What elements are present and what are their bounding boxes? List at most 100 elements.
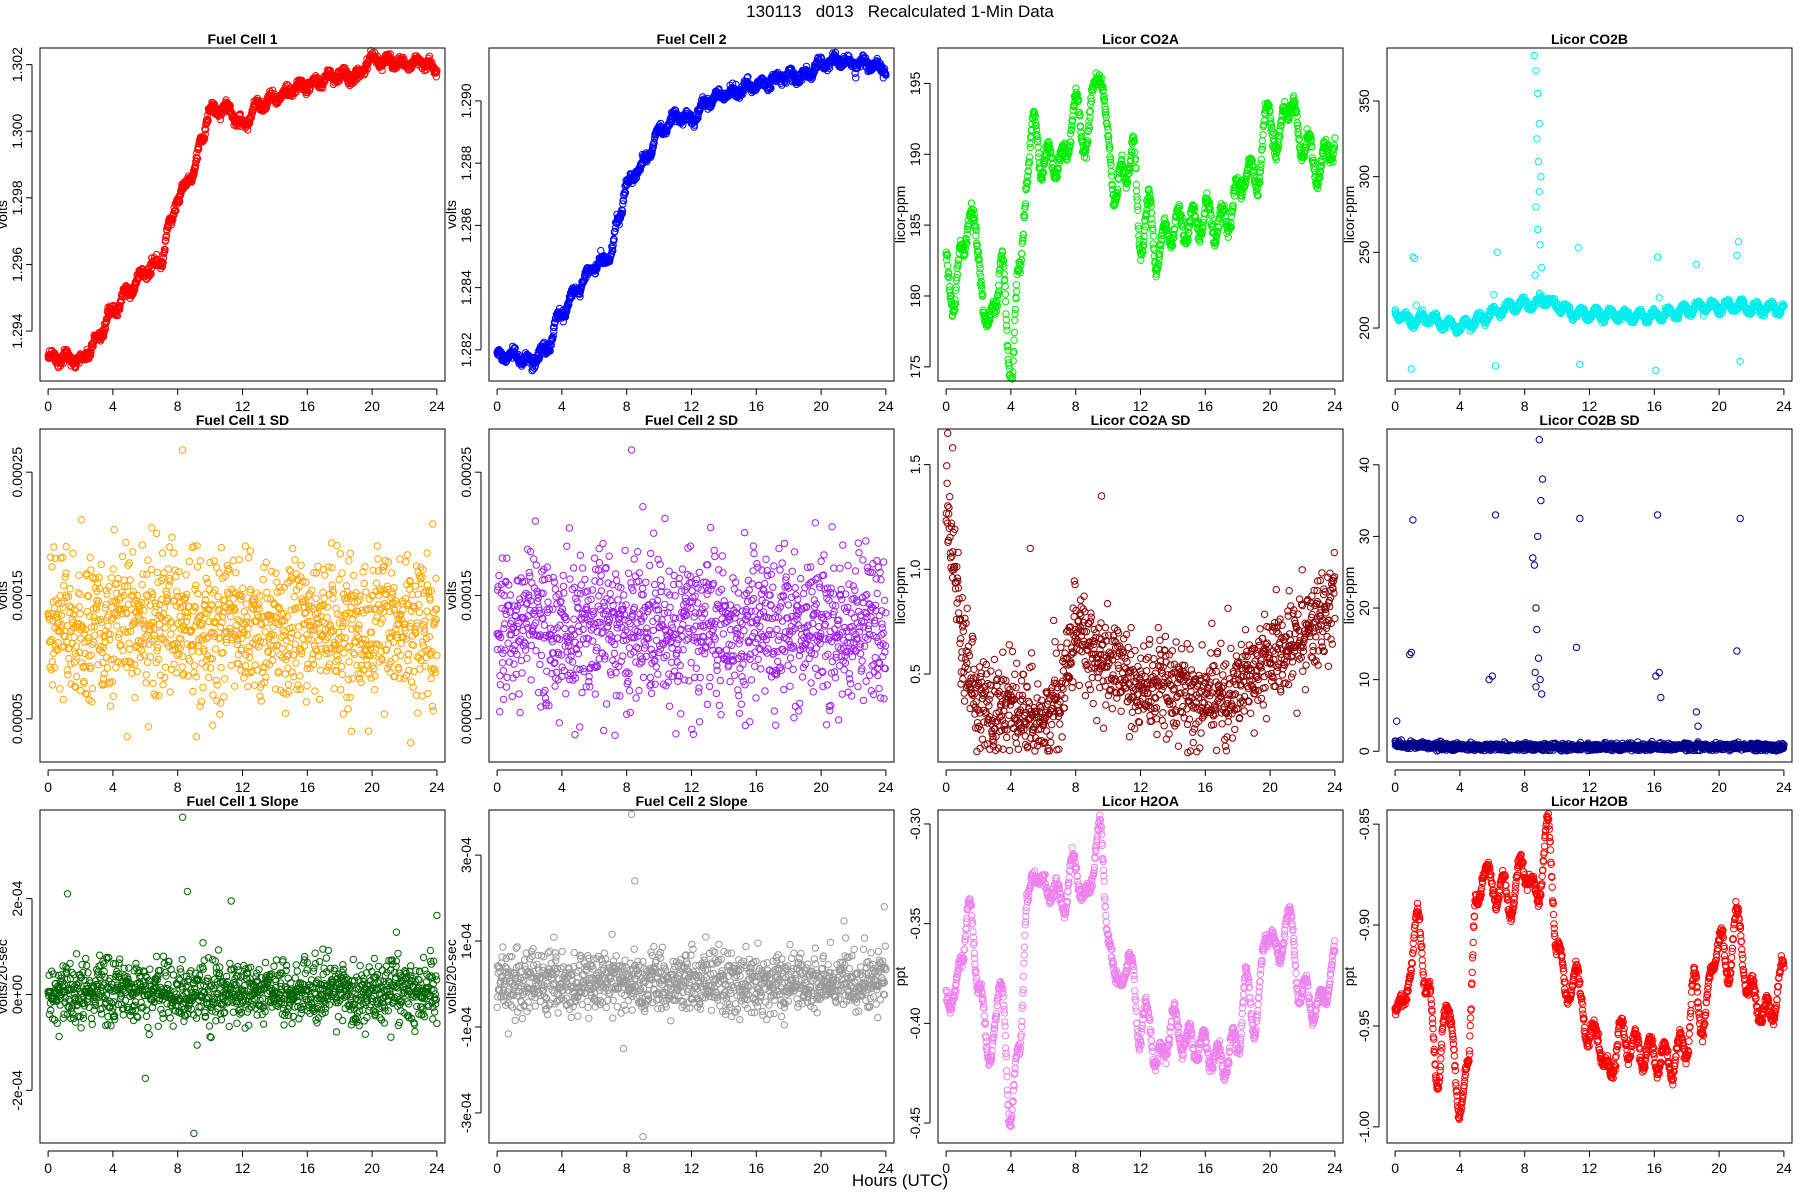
data-point (976, 264, 984, 273)
x-tick-label: 0 (44, 398, 52, 414)
y-tick-label: 1.300 (9, 114, 25, 149)
data-point (170, 211, 178, 219)
data-point (48, 681, 57, 689)
y-axis-label: volts (0, 200, 10, 229)
outlier-point (1734, 238, 1743, 246)
x-tick-label: 4 (558, 398, 566, 414)
y-axis-label: licor-ppm (892, 186, 908, 244)
data-point (201, 130, 209, 139)
x-tick-label: 20 (813, 398, 829, 414)
y-tick-label: 175 (907, 355, 923, 379)
outlier-point (1534, 89, 1542, 98)
x-tick-label: 20 (1262, 398, 1278, 414)
data-point (1132, 187, 1141, 195)
data-point (363, 65, 371, 73)
data-point (1003, 326, 1011, 334)
data-point (565, 301, 573, 309)
data-point (535, 354, 544, 362)
outlier-point (1409, 253, 1417, 261)
outlier-point (1491, 362, 1500, 370)
data-point (1011, 305, 1020, 314)
data-point (1118, 151, 1126, 159)
y-tick-label: 180 (907, 284, 923, 308)
data-point (1035, 149, 1043, 158)
x-tick-label: 20 (364, 398, 380, 414)
y-tick-label: 1.282 (458, 332, 474, 367)
y-tick-label: 1.288 (458, 145, 474, 180)
x-tick-label: 24 (878, 398, 894, 414)
plot-frame (488, 47, 895, 382)
data-point (158, 262, 167, 271)
y-tick-label: 1.286 (458, 208, 474, 243)
data-point (425, 52, 434, 60)
y-tick-label: 200 (1356, 316, 1372, 340)
data-point (146, 271, 154, 280)
outlier-point (1535, 120, 1544, 128)
data-point (386, 54, 395, 62)
data-point (967, 199, 976, 207)
data-point (200, 135, 209, 143)
y-tick-label: 195 (907, 72, 923, 96)
data-point (247, 114, 255, 122)
data-points (942, 69, 1339, 383)
y-tick-label: 300 (1356, 165, 1372, 189)
data-point (147, 270, 155, 278)
data-point (268, 86, 277, 95)
outlier-point (1530, 51, 1539, 60)
data-point (190, 168, 198, 176)
x-tick-label: 16 (300, 398, 316, 414)
data-point (1026, 143, 1035, 152)
outlier-point (1532, 67, 1540, 75)
chart-panel-1: Fuel Cell 10 4 8 12 16 20 241.2941.2961.2981.3… (0, 31, 446, 414)
data-point (203, 118, 211, 126)
data-point (511, 344, 519, 352)
x-tick-label: 16 (1647, 398, 1663, 414)
data-point (204, 116, 212, 125)
x-tick-label: 4 (1456, 398, 1464, 414)
x-axis: 0 4 8 12 16 20 24 (1391, 388, 1792, 414)
data-point (1010, 336, 1018, 344)
x-axis: 0 4 8 12 16 20 24 (493, 388, 894, 414)
x-tick-label: 8 (174, 398, 182, 414)
data-point (244, 126, 252, 134)
data-point (1012, 281, 1021, 289)
y-tick-label: 1.284 (458, 270, 474, 305)
x-axis: 0 4 8 12 16 20 24 (44, 388, 445, 414)
outlier-point (1538, 263, 1546, 272)
outlier-point (1535, 188, 1544, 196)
outlier-point (1733, 251, 1741, 260)
panel-title: Licor CO2B (1551, 31, 1628, 47)
y-tick-label: 1.296 (9, 247, 25, 282)
plot-frame (937, 47, 1344, 382)
data-point (159, 258, 167, 266)
data-point (1258, 136, 1267, 145)
data-point (1331, 134, 1339, 142)
data-point (1002, 297, 1010, 306)
x-axis: 0 4 8 12 16 20 24 (942, 388, 1343, 414)
data-points (44, 47, 441, 372)
data-point (550, 323, 558, 332)
data-point (430, 64, 439, 73)
data-point (192, 153, 200, 162)
x-tick-label: 16 (1198, 398, 1214, 414)
data-point (1082, 154, 1091, 162)
chart-panel-2: Fuel Cell 20 4 8 12 16 20 241.2821.2841.2861.2… (443, 31, 895, 414)
y-tick-label: 1.302 (9, 47, 25, 82)
data-point (131, 283, 139, 292)
outlier-point (1534, 225, 1542, 234)
x-tick-label: 4 (109, 398, 117, 414)
data-point (528, 363, 537, 371)
y-tick-label: 350 (1356, 89, 1372, 113)
data-point (1010, 328, 1019, 337)
outlier-point (1493, 248, 1501, 257)
data-point (101, 324, 110, 333)
data-point (1108, 172, 1116, 180)
data-point (159, 254, 168, 262)
data-point (85, 352, 93, 361)
data-point (161, 245, 169, 254)
outlier-point (1407, 365, 1416, 373)
data-point (104, 312, 113, 321)
